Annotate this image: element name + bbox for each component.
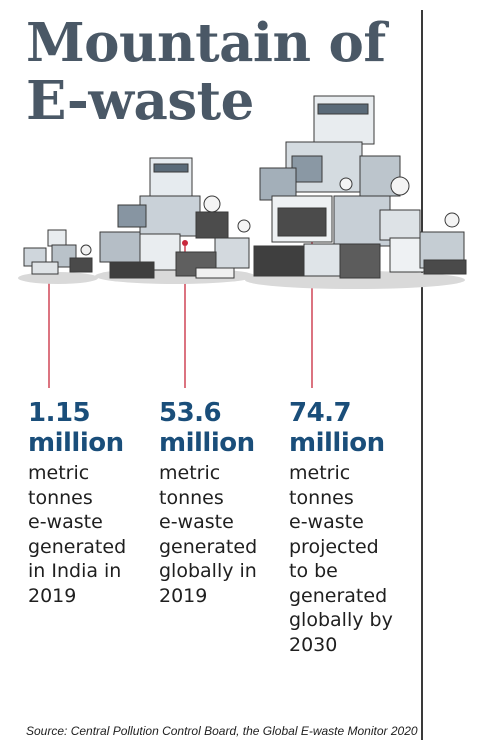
desc-line: projected: [289, 535, 379, 558]
stat-description: metric tonnes e-waste generated globally…: [159, 461, 279, 608]
stat-description: metric tonnes e-waste projected to be ge…: [289, 461, 409, 657]
stat-unit: million: [28, 428, 124, 458]
small-ewaste-pile: [18, 229, 98, 284]
title-line-1: Mountain of: [26, 12, 386, 74]
stat-unit: million: [289, 428, 385, 458]
title-line-2: E-waste: [26, 70, 254, 132]
stat-value: 53.6: [159, 398, 222, 428]
desc-line: metric: [159, 462, 221, 484]
stat-value: 1.15: [28, 398, 91, 428]
large-ewaste-pile: [245, 95, 467, 289]
desc-line: 2019: [28, 584, 77, 607]
desc-line: 2030: [289, 633, 338, 656]
ewaste-piles-illustration: [18, 95, 467, 388]
leader-dot-global-2019: [182, 240, 188, 246]
desc-line: 2019: [159, 584, 208, 607]
stat-india-2019: 1.15 million metric tonnes e-waste gener…: [28, 398, 148, 608]
desc-line: globally by: [289, 609, 393, 631]
source-note: Source: Central Pollution Control Board,…: [26, 724, 418, 738]
desc-line: generated: [159, 535, 258, 558]
stat-global-2030: 74.7 million metric tonnes e-waste proje…: [289, 398, 409, 657]
vertical-divider: [421, 10, 423, 740]
desc-line: tonnes: [159, 486, 224, 509]
desc-line: metric: [28, 462, 90, 484]
desc-line: generated: [289, 584, 388, 607]
stat-description: metric tonnes e-waste generated in India…: [28, 461, 148, 608]
desc-line: tonnes: [289, 486, 354, 509]
page-title: Mountain of E-waste: [26, 14, 386, 130]
desc-line: globally in: [159, 560, 257, 582]
desc-line: tonnes: [28, 486, 93, 509]
desc-line: e-waste: [159, 511, 234, 533]
desc-line: to be: [289, 560, 338, 582]
desc-line: e-waste: [289, 511, 364, 533]
desc-line: metric: [289, 462, 351, 484]
stat-unit: million: [159, 428, 255, 458]
stat-value: 74.7: [289, 398, 352, 428]
stat-global-2019: 53.6 million metric tonnes e-waste gener…: [159, 398, 279, 608]
desc-line: e-waste: [28, 511, 103, 533]
medium-ewaste-pile: [95, 157, 255, 284]
desc-line: generated: [28, 535, 127, 558]
desc-line: in India in: [28, 560, 122, 582]
